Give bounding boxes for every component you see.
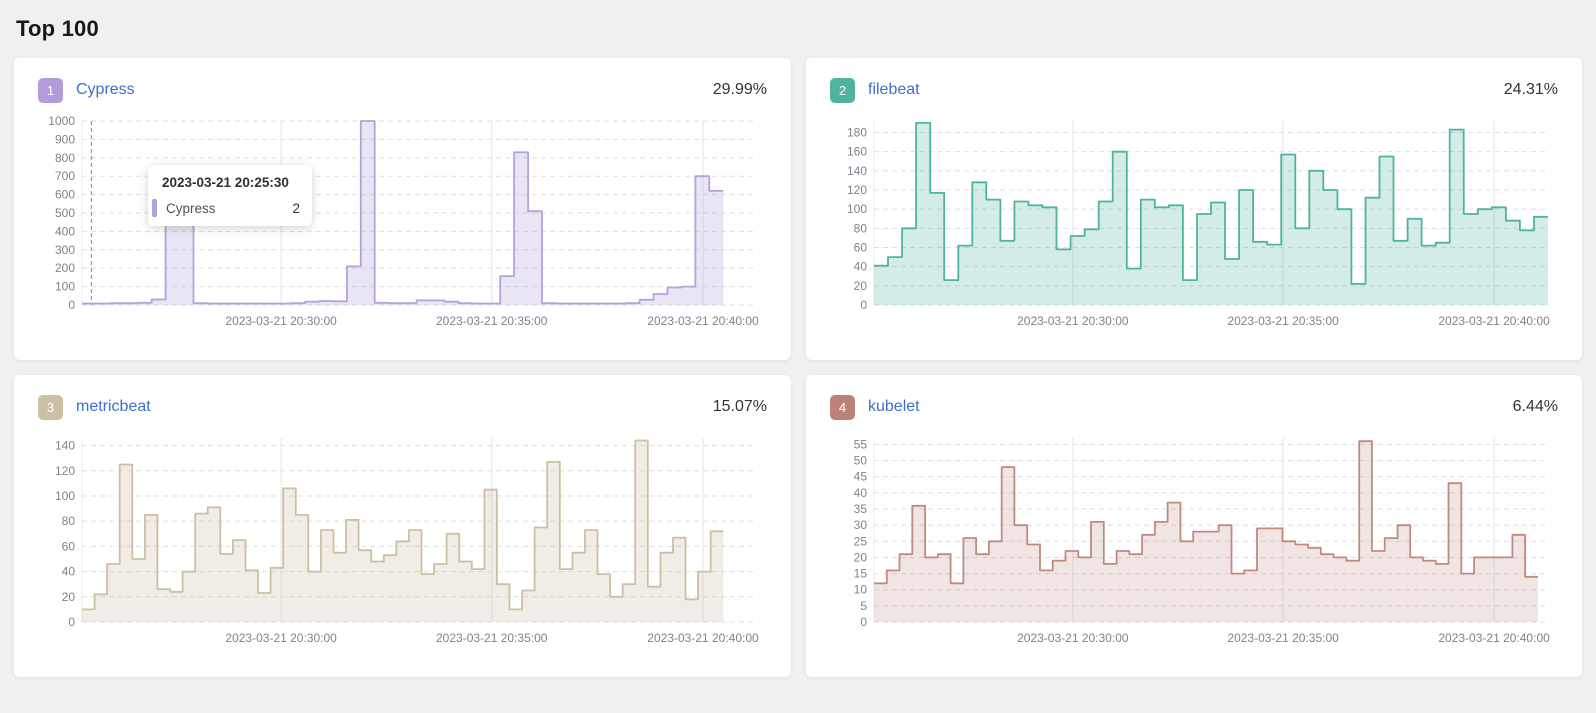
svg-text:10: 10 [854,583,868,597]
svg-text:20: 20 [854,550,868,564]
svg-text:700: 700 [55,169,75,183]
chart-svg: 0 5 10 15 20 25 30 35 40 45 50 55 2023-03-21 20:30:0… [854,437,1550,645]
tooltip-series-label: Cypress [166,200,216,216]
svg-text:40: 40 [854,486,868,500]
chart-svg: 0 100 200 300 400 500 600 700 800 900 1000 2023-03-… [48,114,759,328]
page-title: Top 100 [16,16,99,41]
percentage-value: 15.07% [712,398,767,415]
svg-text:2023-03-21 20:30:00: 2023-03-21 20:30:00 [1017,631,1129,645]
series-link[interactable]: Cypress [76,81,135,98]
tooltip-timestamp: 2023-03-21 20:25:30 [162,175,289,190]
series-marker [152,199,157,217]
svg-text:2023-03-21 20:30:00: 2023-03-21 20:30:00 [1017,314,1129,328]
svg-text:45: 45 [854,470,868,484]
svg-text:2023-03-21 20:35:00: 2023-03-21 20:35:00 [436,314,548,328]
svg-text:2023-03-21 20:30:00: 2023-03-21 20:30:00 [225,631,337,645]
svg-text:60: 60 [62,539,76,553]
svg-text:300: 300 [55,243,75,257]
rank-badge: 1 [38,77,63,103]
svg-text:600: 600 [55,188,75,202]
tooltip-value: 2 [292,200,300,216]
svg-text:120: 120 [847,183,867,197]
svg-text:900: 900 [55,132,75,146]
svg-text:40: 40 [854,260,868,274]
svg-text:55: 55 [854,437,868,451]
chart-svg: 0 20 40 60 80 100 120 140 160 180 2023-03-21 20:30… [847,121,1550,328]
svg-text:2023-03-21 20:40:00: 2023-03-21 20:40:00 [1438,314,1550,328]
chart-area[interactable]: 0 100 200 300 400 500 600 700 800 900 1000 2023-03-… [38,114,767,332]
svg-text:0: 0 [68,615,75,629]
svg-text:800: 800 [55,151,75,165]
svg-text:2023-03-21 20:35:00: 2023-03-21 20:35:00 [1227,314,1339,328]
percentage-value: 6.44% [1512,398,1558,415]
svg-text:2023-03-21 20:35:00: 2023-03-21 20:35:00 [1227,631,1339,645]
svg-text:160: 160 [847,145,867,159]
chart-card-filebeat: 2 filebeat 24.31% 0 20 40 60 80 100 120 140 160 1… [806,58,1582,360]
cards-grid: 1 Cypress 29.99% 0 100 200 300 400 500 600 700 8… [14,58,1582,677]
chart-card-kubelet: 4 kubelet 6.44% 0 5 10 15 20 25 30 35 40 45 50 55 20… [806,375,1582,677]
series-link[interactable]: kubelet [868,398,920,415]
chart-area[interactable]: 0 20 40 60 80 100 120 140 160 180 2023-03-21 20:30… [830,115,1558,332]
svg-text:5: 5 [860,599,867,613]
chart-area[interactable]: 0 20 40 60 80 100 120 140 2023-03-21 20:30:00 202… [38,432,767,649]
chart-tooltip: 2023-03-21 20:25:30 Cypress 2 [148,165,312,226]
svg-text:20: 20 [62,590,76,604]
svg-text:80: 80 [854,221,868,235]
svg-text:140: 140 [55,439,75,453]
percentage-value: 24.31% [1503,81,1558,98]
svg-text:500: 500 [55,206,75,220]
card-header: 3 metricbeat 15.07% [38,392,767,422]
card-header: 4 kubelet 6.44% [830,392,1558,422]
svg-text:100: 100 [847,202,867,216]
svg-text:20: 20 [854,279,868,293]
svg-text:100: 100 [55,280,75,294]
series-link[interactable]: metricbeat [76,398,151,415]
svg-text:0: 0 [860,615,867,629]
svg-text:2023-03-21 20:40:00: 2023-03-21 20:40:00 [647,631,759,645]
svg-text:50: 50 [854,454,868,468]
svg-text:1000: 1000 [48,115,75,128]
svg-text:25: 25 [854,534,868,548]
svg-text:0: 0 [860,298,867,312]
svg-text:2023-03-21 20:35:00: 2023-03-21 20:35:00 [436,631,548,645]
percentage-value: 29.99% [712,81,767,98]
rank-badge: 3 [38,394,63,420]
chart-card-cypress: 1 Cypress 29.99% 0 100 200 300 400 500 600 700 8… [14,58,791,360]
chart-card-metricbeat: 3 metricbeat 15.07% 0 20 40 60 80 100 120 140 20… [14,375,791,677]
card-header: 2 filebeat 24.31% [830,75,1558,105]
svg-text:60: 60 [854,241,868,255]
svg-text:35: 35 [854,502,868,516]
svg-text:30: 30 [854,518,868,532]
chart-area[interactable]: 0 5 10 15 20 25 30 35 40 45 50 55 2023-03-21 20:30:0… [830,432,1558,649]
svg-text:2023-03-21 20:40:00: 2023-03-21 20:40:00 [647,314,759,328]
card-header: 1 Cypress 29.99% [38,75,767,105]
svg-text:120: 120 [55,464,75,478]
rank-badge: 4 [830,394,855,420]
series-link[interactable]: filebeat [868,81,920,98]
rank-badge: 2 [830,77,855,103]
svg-text:0: 0 [68,298,75,312]
svg-text:2023-03-21 20:40:00: 2023-03-21 20:40:00 [1438,631,1550,645]
svg-text:100: 100 [55,489,75,503]
svg-text:15: 15 [854,567,868,581]
svg-text:400: 400 [55,224,75,238]
svg-text:180: 180 [847,126,867,140]
chart-svg: 0 20 40 60 80 100 120 140 2023-03-21 20:30:00 202… [55,438,759,645]
svg-text:140: 140 [847,164,867,178]
tooltip-row: Cypress 2 [152,197,302,219]
svg-text:80: 80 [62,514,76,528]
svg-text:40: 40 [62,565,76,579]
svg-text:2023-03-21 20:30:00: 2023-03-21 20:30:00 [225,314,337,328]
svg-text:200: 200 [55,261,75,275]
